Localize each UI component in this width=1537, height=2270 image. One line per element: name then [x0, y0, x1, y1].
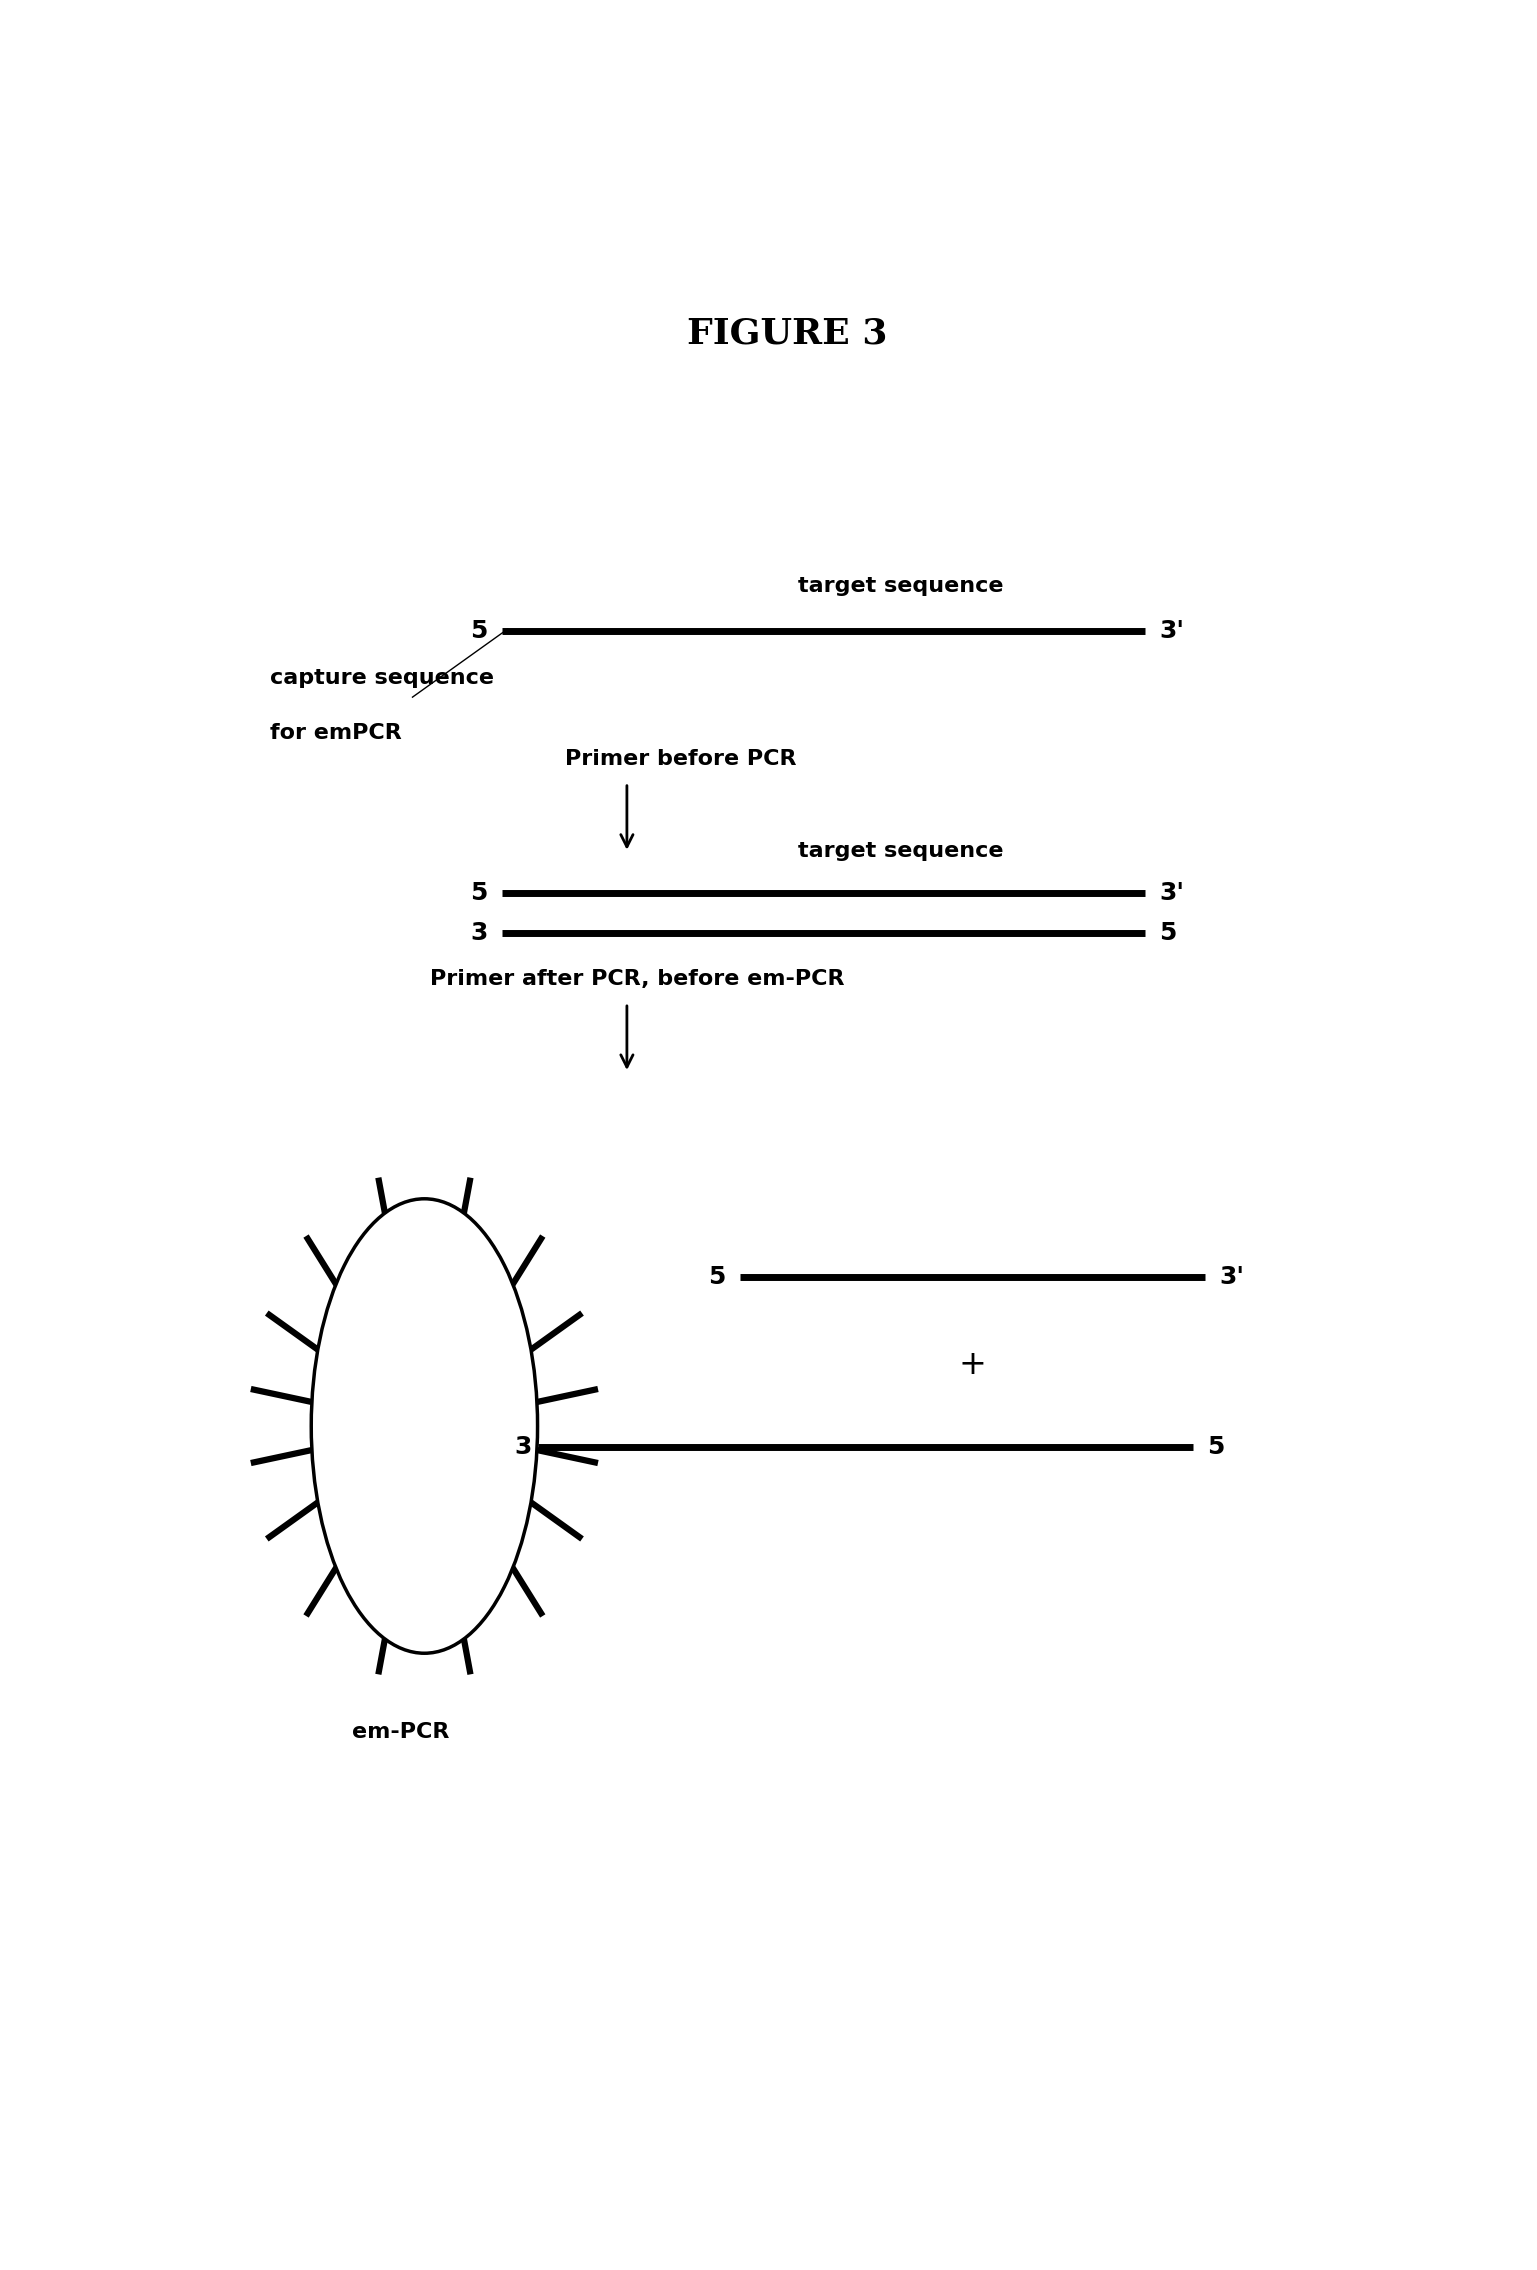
Text: 3: 3 — [515, 1435, 532, 1460]
Text: 5: 5 — [1207, 1435, 1225, 1460]
Text: Primer after PCR, before em-PCR: Primer after PCR, before em-PCR — [430, 969, 845, 990]
Text: 5: 5 — [470, 620, 487, 642]
Text: 3': 3' — [1219, 1264, 1243, 1289]
Text: for emPCR: for emPCR — [269, 724, 401, 742]
Text: 3: 3 — [470, 922, 487, 944]
Text: 5: 5 — [709, 1264, 725, 1289]
Text: 5: 5 — [470, 881, 487, 906]
Text: capture sequence: capture sequence — [269, 667, 493, 688]
Text: +: + — [959, 1348, 987, 1382]
Text: target sequence: target sequence — [798, 842, 1004, 860]
Text: Primer before PCR: Primer before PCR — [564, 749, 796, 770]
Text: 3': 3' — [1159, 620, 1185, 642]
Text: em-PCR: em-PCR — [352, 1723, 449, 1741]
Text: 5: 5 — [1159, 922, 1177, 944]
Text: target sequence: target sequence — [798, 577, 1004, 595]
Text: FIGURE 3: FIGURE 3 — [687, 316, 888, 350]
Text: 3': 3' — [1159, 881, 1185, 906]
Ellipse shape — [310, 1199, 538, 1653]
